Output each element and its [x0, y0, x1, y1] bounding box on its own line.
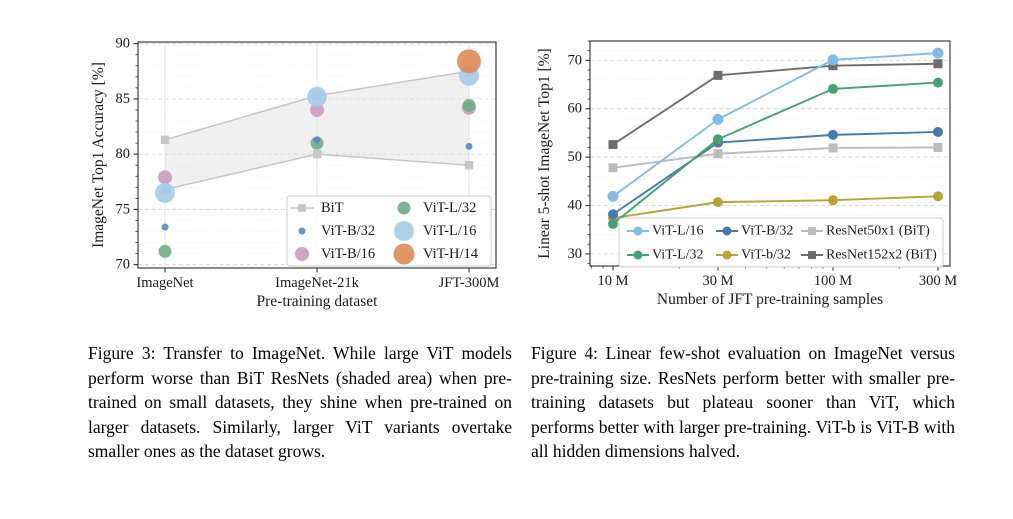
y-axis: 70 75 80 85 90	[116, 36, 138, 273]
svg-text:30: 30	[568, 246, 583, 262]
series-vit-h-14	[457, 49, 481, 74]
series-vit-b-32	[608, 126, 943, 220]
series-vit-l-16	[155, 65, 479, 203]
svg-text:ViT-L/32: ViT-L/32	[423, 200, 476, 216]
series-resnet50x1-bit-	[608, 142, 943, 173]
series-vit-b-32	[161, 136, 473, 231]
svg-text:Pre-training dataset: Pre-training dataset	[257, 293, 379, 310]
svg-text:ViT-L/16: ViT-L/16	[652, 224, 704, 239]
svg-text:ResNet152x2 (BiT): ResNet152x2 (BiT)	[826, 248, 937, 263]
svg-text:70: 70	[568, 52, 583, 68]
series-vit-l-16	[607, 47, 944, 202]
svg-text:ViT-b/32: ViT-b/32	[741, 248, 791, 263]
svg-text:ViT-B/32: ViT-B/32	[741, 224, 793, 239]
svg-text:60: 60	[568, 101, 583, 117]
series-vit-l-32	[608, 77, 943, 229]
svg-text:ImageNet Top1 Accuracy [%]: ImageNet Top1 Accuracy [%]	[90, 62, 107, 248]
figure4-caption: Figure 4: Linear few-shot evaluation on …	[531, 343, 955, 462]
x-axis: 10 M 30 M 100 M 300 M	[591, 266, 957, 289]
svg-text:85: 85	[116, 91, 131, 107]
svg-text:ResNet50x1 (BiT): ResNet50x1 (BiT)	[826, 224, 930, 239]
svg-text:50: 50	[568, 149, 583, 165]
figure3-caption: Figure 3: Transfer to ImageNet. While la…	[88, 343, 512, 462]
figure3-chart-svg: 70 75 80 85 90 ImageNet ImageNet-21k JFT-300M Pr…	[90, 36, 499, 310]
svg-text:ImageNet: ImageNet	[136, 275, 193, 291]
figure3-chart: 70 75 80 85 90 ImageNet ImageNet-21k JFT-300M Pr…	[88, 18, 518, 325]
svg-text:40: 40	[568, 198, 583, 214]
svg-text:30 M: 30 M	[702, 273, 733, 289]
axis-titles: Pre-training dataset ImageNet Top1 Accura…	[90, 62, 378, 310]
legend: ViT-L/16 ViT-L/32 ViT-B/32 ViT-b/32 ResNet50…	[618, 217, 944, 268]
y-axis: 30 40 50 60 70	[568, 40, 590, 264]
series-resnet152x2-bit-	[608, 59, 943, 150]
svg-text:Number of JFT pre-training sam: Number of JFT pre-training samples	[657, 291, 883, 308]
figure4-chart-svg: 30 40 50 60 70 10 M 30 M 100 M 300 M Number of JF…	[536, 40, 957, 308]
svg-text:300 M: 300 M	[919, 273, 957, 289]
x-axis: ImageNet ImageNet-21k JFT-300M	[136, 268, 499, 291]
figure4-chart: 30 40 50 60 70 10 M 30 M 100 M 300 M Number of JF…	[530, 18, 1013, 325]
svg-text:ImageNet-21k: ImageNet-21k	[275, 275, 359, 291]
svg-text:80: 80	[116, 146, 131, 162]
svg-text:100 M: 100 M	[814, 273, 852, 289]
svg-text:ViT-H/14: ViT-H/14	[423, 246, 479, 262]
svg-text:70: 70	[116, 257, 131, 273]
svg-text:10 M: 10 M	[597, 273, 628, 289]
series-vit-b-32	[608, 191, 943, 224]
svg-text:90: 90	[116, 36, 131, 52]
svg-text:ViT-L/16: ViT-L/16	[423, 223, 476, 239]
svg-text:ViT-B/32: ViT-B/32	[321, 223, 375, 239]
legend: BiT ViT-B/32 ViT-B/16 ViT-L/32 ViT-L/16 ViT-H…	[286, 195, 492, 267]
svg-text:Linear 5-shot ImageNet Top1 [%: Linear 5-shot ImageNet Top1 [%]	[536, 48, 553, 258]
svg-text:75: 75	[116, 201, 131, 217]
svg-text:ViT-L/32: ViT-L/32	[652, 248, 704, 263]
axis-titles: Number of JFT pre-training samples Linear…	[536, 48, 883, 308]
svg-text:ViT-B/16: ViT-B/16	[321, 246, 375, 262]
svg-text:BiT: BiT	[321, 200, 344, 216]
svg-text:JFT-300M: JFT-300M	[439, 275, 500, 291]
